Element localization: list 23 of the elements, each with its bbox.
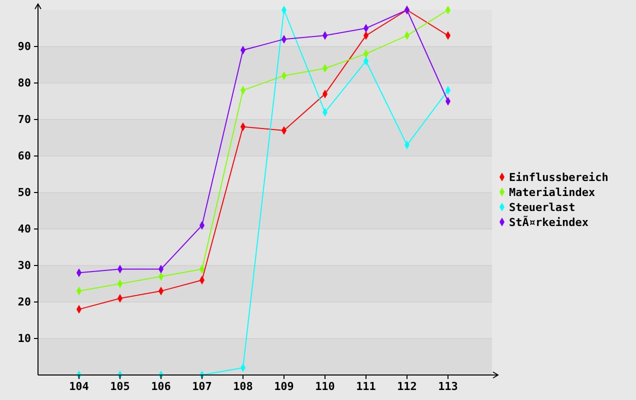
legend-label: Einflussbereich	[509, 171, 608, 184]
y-tick-label: 30	[18, 259, 31, 272]
y-tick-label: 60	[18, 150, 31, 163]
x-tick-label: 108	[233, 380, 253, 393]
legend-label: StÃ¤rkeindex	[509, 215, 589, 229]
x-tick-label: 112	[397, 380, 417, 393]
y-tick-label: 80	[18, 76, 31, 90]
x-tick-label: 111	[356, 380, 376, 393]
legend-label: Materialindex	[509, 186, 596, 199]
legend-label: Steuerlast	[509, 201, 576, 214]
y-tick-label: 20	[18, 296, 31, 309]
y-tick-label: 40	[18, 222, 31, 236]
y-tick-label: 90	[18, 40, 31, 54]
x-tick-label: 110	[315, 380, 335, 393]
x-tick-label: 106	[151, 380, 172, 393]
x-tick-label: 107	[192, 380, 212, 393]
x-tick-label: 105	[110, 380, 130, 393]
y-tick-label: 50	[18, 186, 31, 200]
y-tick-label: 10	[18, 332, 31, 346]
x-tick-label: 109	[274, 380, 294, 393]
x-tick-label: 104	[69, 380, 90, 393]
x-tick-label: 113	[438, 380, 458, 393]
y-tick-label: 70	[18, 113, 31, 126]
